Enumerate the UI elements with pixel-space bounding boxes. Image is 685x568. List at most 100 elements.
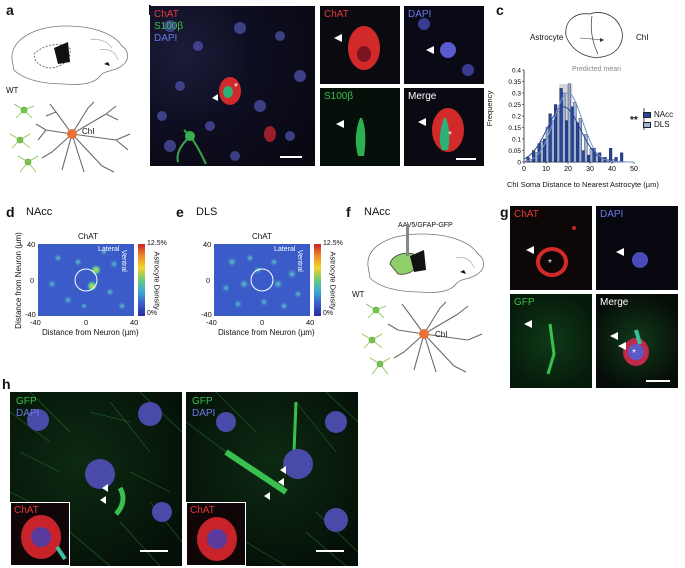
svg-text:*: * — [632, 348, 636, 359]
panel-label-a: a — [6, 2, 14, 18]
svg-text:*: * — [548, 258, 552, 269]
panel-d-ylabel: Distance from Neuron (µm) — [13, 232, 23, 329]
h-left-scale-bar — [140, 550, 168, 552]
panel-g-merge: * Merge — [596, 294, 678, 388]
panel-d-colorbar-max: 12.5% — [147, 240, 167, 247]
y-tick-label: 0.2 — [512, 114, 521, 121]
crop-label-chat: ChAT — [324, 9, 349, 20]
histogram-bar-dls — [567, 83, 571, 163]
histogram-bar-dls — [573, 102, 577, 163]
channel-label-chat: ChAT — [154, 9, 179, 20]
panel-e-heatmap: Lateral Ventral — [214, 244, 310, 316]
panel-d-ytick-mid: 0 — [30, 276, 35, 285]
histogram-bar-nacc — [581, 150, 585, 163]
panel-d-xtick-right: 40 — [130, 318, 139, 327]
histogram-ylabel: Frequency — [485, 90, 495, 127]
x-tick-label: 0 — [522, 166, 526, 173]
h-right-inset-label: ChAT — [190, 505, 215, 516]
panel-g-dapi: DAPI — [596, 206, 678, 290]
panel-d-ytick-top: 40 — [27, 240, 36, 249]
histogram-bar-dls — [556, 111, 560, 163]
panel-e-region: DLS — [196, 206, 218, 218]
crop-label-dapi: DAPI — [408, 9, 432, 20]
svg-text:*: * — [234, 82, 238, 93]
crop-label-merge: Merge — [408, 91, 437, 102]
channel-label-s100b: S100β — [154, 21, 184, 32]
svg-text:*: * — [448, 130, 452, 141]
panel-b-crop-merge: * Merge — [404, 88, 484, 166]
g-label-chat: ChAT — [514, 209, 539, 220]
histogram-bar-nacc — [576, 122, 580, 163]
legend-item-dls: DLS — [643, 120, 673, 129]
g-label-dapi: DAPI — [600, 209, 624, 220]
histogram-bar-dls — [600, 157, 604, 163]
y-tick-label: 0.1 — [512, 137, 521, 144]
h-left-inset: ChAT — [10, 502, 70, 566]
panel-h-left-micrograph: GFP DAPI ChAT — [10, 392, 182, 566]
panel-b-main-micrograph: * ChAT S100β DAPI — [150, 6, 315, 166]
panel-label-g: g — [500, 204, 509, 220]
panel-d-colorbar-label: Astrocyte Density — [152, 251, 162, 310]
panel-d-colorbar — [138, 244, 145, 316]
histogram-bar-nacc — [565, 120, 569, 163]
panel-e-title: ChAT — [252, 232, 272, 241]
mouse-brain-sagittal-schematic — [11, 25, 128, 85]
g-label-merge: Merge — [600, 297, 629, 308]
panel-e-ytick-mid: 0 — [206, 276, 211, 285]
h-left-inset-label: ChAT — [14, 505, 39, 516]
panel-e-ytick-bottom: -40 — [201, 310, 212, 319]
fit-curve-dls — [523, 92, 634, 163]
panel-d-region: NAcc — [26, 206, 53, 218]
panel-f-genotype: WT — [352, 290, 365, 299]
y-tick-label: 0.3 — [512, 91, 521, 98]
histogram-xlabel: ChI Soma Distance to Nearest Astrocyte (… — [507, 180, 659, 189]
panel-e-xtick-left: -40 — [206, 318, 217, 327]
histogram-bar-dls — [562, 92, 566, 163]
histogram-bar-dls — [551, 120, 555, 163]
injection-schematic — [367, 224, 484, 293]
panel-e-lateral: Lateral — [274, 246, 296, 253]
histogram-bar-dls — [545, 127, 549, 163]
x-tick-label: 50 — [630, 166, 638, 173]
gfp-astrocyte-chi-schematic — [361, 301, 483, 375]
panel-label-c: c — [496, 2, 504, 18]
panel-d-lateral: Lateral — [98, 246, 120, 253]
panel-e-xtick-mid: 0 — [260, 318, 265, 327]
distance-histogram: 0 10 20 30 40 50 0 0.05 0.1 0.15 0.2 0.25 0.3 0.35 0.4 — [508, 68, 645, 173]
panel-b-crop-s100b: S100β — [320, 88, 400, 166]
y-tick-label: 0.15 — [508, 125, 521, 132]
panel-b-crop-dapi: DAPI — [404, 6, 484, 84]
panel-e-colorbar-label: Astrocyte Density — [328, 251, 338, 310]
histogram-bar-dls — [578, 118, 582, 163]
panel-d-xlabel: Distance from Neuron (µm) — [42, 328, 139, 337]
panel-d-xtick-left: -40 — [30, 318, 41, 327]
panel-e-ventral: Ventral — [296, 250, 303, 272]
panel-d-title: ChAT — [78, 232, 98, 241]
scale-bar — [280, 156, 302, 158]
y-tick-label: 0.4 — [512, 68, 521, 75]
h-right-scale-bar — [316, 550, 344, 552]
panel-d-heatmap: Lateral Ventral — [38, 244, 134, 316]
panel-label-f: f — [346, 204, 351, 220]
legend: NAcc DLS — [643, 110, 673, 129]
astrocyte-chi-schematic — [9, 101, 131, 173]
panel-e-ytick-top: 40 — [203, 240, 212, 249]
distance-schematic — [565, 12, 623, 58]
panel-e-xtick-right: 40 — [306, 318, 315, 327]
x-tick-label: 40 — [608, 166, 616, 173]
panel-f-virus: AAV5/GFAP-GFP — [398, 222, 453, 229]
panel-d-xtick-mid: 0 — [84, 318, 89, 327]
panel-label-h: h — [2, 376, 11, 392]
panel-label-e: e — [176, 204, 184, 220]
panel-d-ventral: Ventral — [120, 250, 127, 272]
panel-a-genotype: WT — [6, 86, 19, 95]
h-right-inset: ChAT — [186, 502, 246, 566]
schematic-astrocyte-label: Astrocyte — [530, 33, 564, 42]
crop-scale-bar — [456, 158, 476, 160]
panel-e-colorbar-min: 0% — [323, 310, 334, 317]
g-label-gfp: GFP — [514, 297, 535, 308]
micrograph-cells: * — [157, 20, 306, 165]
panel-label-d: d — [6, 204, 15, 220]
h-left-label-dapi: DAPI — [16, 408, 40, 419]
panel-g-chat: * ChAT — [510, 206, 592, 290]
